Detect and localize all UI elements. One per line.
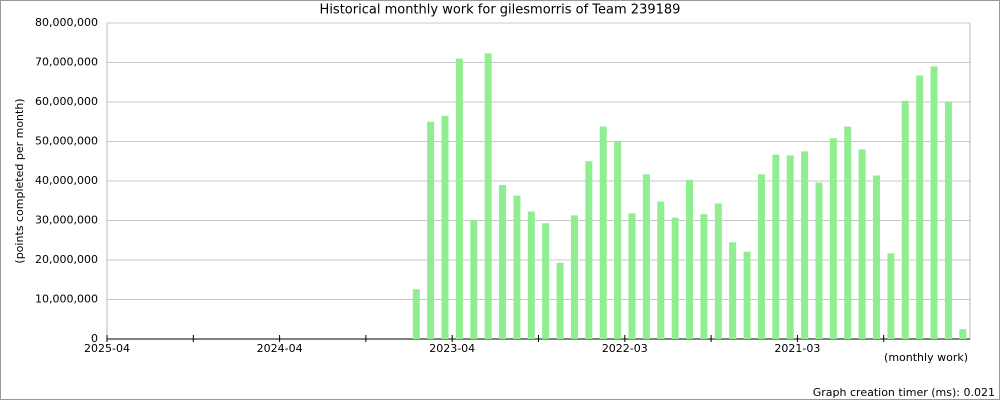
- y-tick-label: 40,000,000: [35, 174, 98, 187]
- y-tick-label: 30,000,000: [35, 214, 98, 227]
- x-axis-label: (monthly work): [884, 351, 968, 364]
- chart-title: Historical monthly work for gilesmorris …: [320, 3, 681, 18]
- bar: [786, 155, 794, 339]
- bar: [901, 100, 909, 339]
- bar: [614, 141, 622, 339]
- y-axis-label: (points completed per month): [13, 98, 26, 263]
- y-tick-label: 50,000,000: [35, 135, 98, 148]
- bar: [944, 102, 952, 339]
- bar: [700, 214, 708, 339]
- bar: [916, 75, 924, 339]
- y-tick-label: 10,000,000: [35, 293, 98, 306]
- y-tick-label: 70,000,000: [35, 56, 98, 69]
- y-tick-label: 0: [91, 332, 98, 345]
- bar: [470, 220, 478, 339]
- y-tick-label: 20,000,000: [35, 253, 98, 266]
- bar: [801, 151, 809, 339]
- bar: [858, 149, 866, 339]
- x-tick-label: 2021-03: [774, 342, 820, 355]
- bar: [585, 161, 593, 339]
- bar: [412, 289, 420, 339]
- x-tick-label: 2022-03: [602, 342, 648, 355]
- y-tick-label: 60,000,000: [35, 95, 98, 108]
- bar: [844, 126, 852, 340]
- bar: [757, 174, 765, 339]
- bar: [959, 329, 967, 339]
- bar: [427, 121, 435, 339]
- bar: [829, 138, 837, 339]
- bar: [930, 66, 938, 339]
- footer: Graph creation timer (ms): 0.021: [813, 386, 995, 399]
- bar: [686, 179, 694, 339]
- bar: [887, 253, 895, 339]
- bar: [570, 215, 578, 339]
- bar: [714, 203, 722, 339]
- bar: [441, 115, 449, 339]
- bar: [599, 126, 607, 340]
- x-tick-label: 2024-04: [257, 342, 303, 355]
- bar: [556, 262, 564, 339]
- bar: [484, 53, 492, 339]
- bar: [513, 195, 521, 339]
- bar: [542, 223, 550, 339]
- bar: [642, 174, 650, 339]
- bar: [499, 184, 507, 339]
- bar: [729, 242, 737, 339]
- y-tick-label: 80,000,000: [35, 16, 98, 29]
- bar: [815, 182, 823, 339]
- bar: [527, 211, 535, 339]
- x-tick-label: 2025-04: [84, 342, 130, 355]
- bar: [657, 201, 665, 339]
- x-tick-label: 2023-04: [429, 342, 475, 355]
- bar: [455, 58, 463, 340]
- bar: [671, 217, 679, 339]
- bar: [628, 213, 636, 339]
- bar: [743, 251, 751, 339]
- bar: [873, 175, 881, 339]
- bar: [772, 154, 780, 339]
